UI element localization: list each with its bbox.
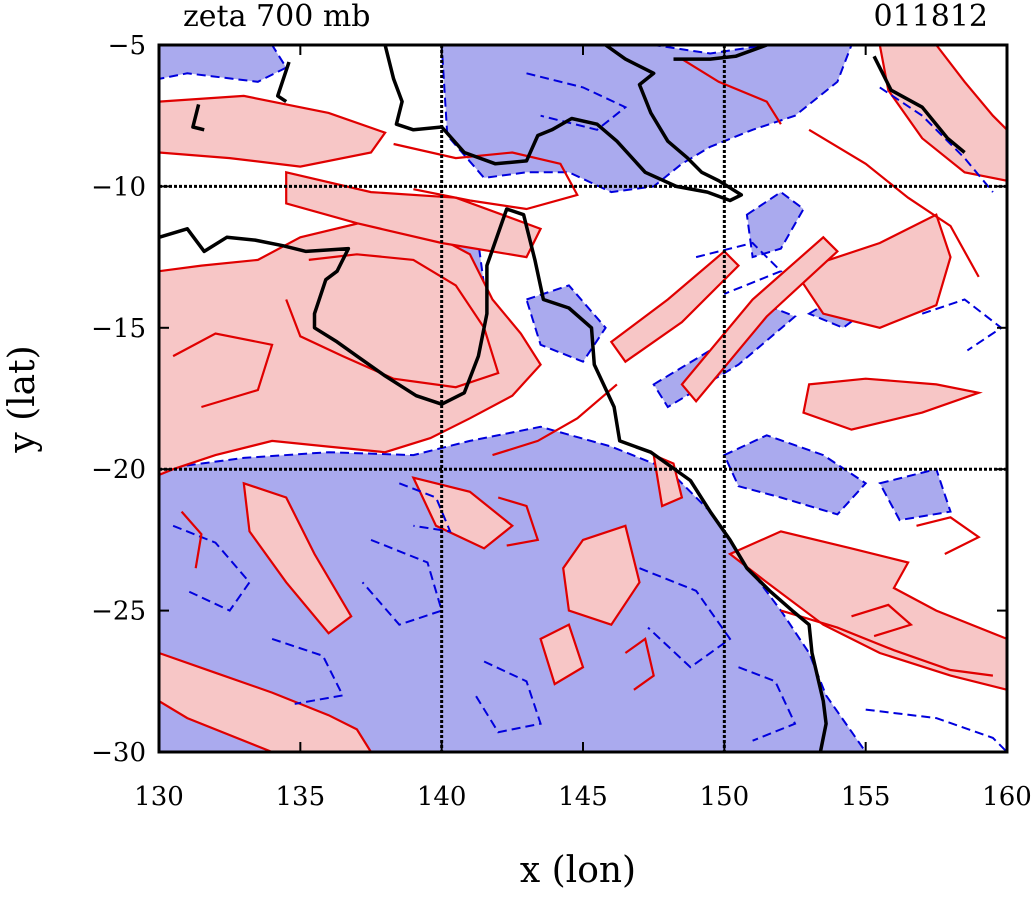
positive-contour-line (180, 510, 203, 569)
y-tick-label: −10 (91, 172, 146, 202)
negative-contour-line (738, 666, 797, 742)
y-tick-label: −20 (91, 455, 146, 485)
y-tick-label: −5 (108, 31, 146, 61)
negative-vorticity-region (745, 190, 805, 259)
coastline (159, 207, 828, 752)
y-axis-label: y (lat) (2, 345, 43, 453)
positive-contour-line (393, 142, 579, 211)
positive-vorticity-region (411, 476, 515, 550)
coastline (275, 61, 291, 104)
negative-vorticity-region (440, 45, 853, 194)
negative-contour-line (526, 72, 628, 131)
positive-contour-line (285, 253, 500, 389)
y-tick-label: −25 (91, 597, 146, 627)
negative-contour-line (398, 482, 452, 533)
positive-vorticity-region (609, 249, 741, 364)
positive-vorticity-region (159, 651, 373, 752)
positive-contour-layer (172, 58, 994, 691)
x-tick-label: 145 (558, 782, 608, 812)
negative-vorticity-region (159, 45, 288, 83)
positive-contour-line (916, 516, 981, 555)
negative-vorticity-region (878, 468, 952, 522)
negative-contour-line (474, 660, 542, 734)
coastline (383, 45, 744, 203)
negative-contour-line (271, 637, 345, 705)
axis-ticks (158, 44, 1008, 753)
chart-title: zeta 700 mb (183, 0, 371, 34)
x-axis-label: x (lon) (520, 850, 636, 891)
positive-vorticity-region (159, 94, 387, 168)
positive-contour-line (851, 603, 914, 638)
negative-contour-line (921, 298, 1004, 352)
x-tick-label: 160 (982, 782, 1032, 812)
x-tick-label: 155 (841, 782, 891, 812)
positive-vorticity-region (680, 235, 839, 404)
x-tick-label: 135 (276, 782, 326, 812)
positive-vorticity-region (793, 213, 952, 329)
positive-contour-line (808, 128, 980, 278)
x-tick-label: 140 (417, 782, 467, 812)
y-tick-label: −30 (91, 738, 146, 768)
negative-contour-line (865, 708, 1007, 752)
positive-contour-line (497, 496, 540, 547)
positive-vorticity-region (562, 524, 641, 627)
negative-vorticity-fill-layer (159, 45, 952, 752)
chart-subtitle: 011812 (873, 0, 988, 34)
coastline (191, 103, 205, 132)
negative-contour-line (639, 567, 732, 669)
y-tick-labels: −5 −10 −15 −20 −25 −30 (91, 31, 146, 768)
positive-vorticity-region (159, 219, 542, 477)
positive-contour-line (681, 58, 782, 125)
x-tick-labels: 130 135 140 145 150 155 160 (134, 782, 1032, 812)
negative-vorticity-region (159, 425, 867, 752)
x-tick-label: 130 (134, 782, 184, 812)
y-tick-label: −15 (91, 314, 146, 344)
positive-contour-line (172, 332, 274, 409)
map-layer (159, 45, 1007, 752)
coastline (872, 55, 966, 154)
positive-contour-line (492, 383, 618, 457)
negative-contour-line (879, 86, 994, 193)
positive-vorticity-region (802, 377, 983, 431)
positive-vorticity-region (539, 623, 585, 686)
x-tick-label: 150 (700, 782, 750, 812)
positive-vorticity-region (285, 170, 543, 259)
positive-vorticity-region (878, 45, 1007, 182)
positive-contour-line (624, 637, 655, 691)
negative-contour-line (361, 538, 443, 626)
negative-vorticity-region (525, 284, 607, 363)
positive-contour-line (780, 609, 994, 677)
negative-vorticity-region (722, 434, 868, 516)
positive-vorticity-region (242, 481, 353, 635)
gridlines (159, 45, 1007, 752)
